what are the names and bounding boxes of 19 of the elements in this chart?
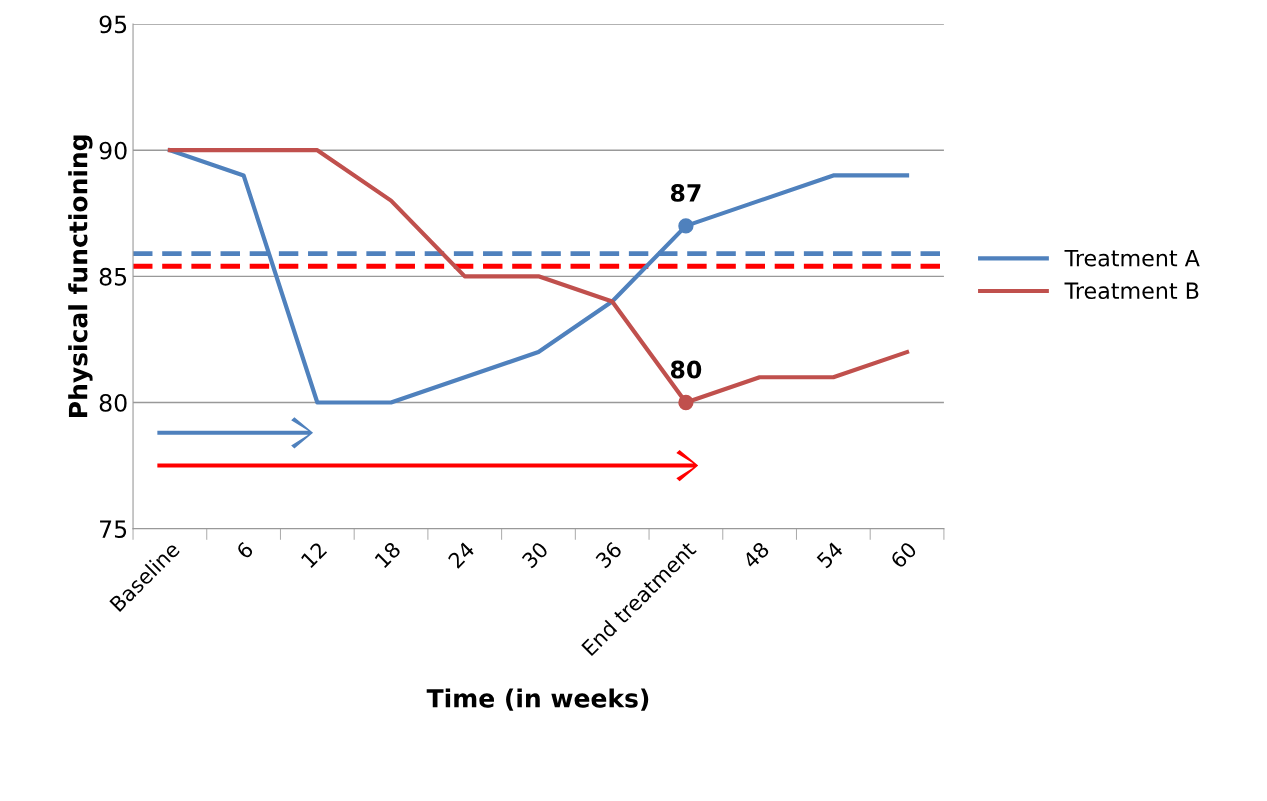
- x-tick-label: 48: [741, 541, 771, 570]
- x-tick-label: 24: [447, 540, 476, 569]
- annotation: 87: [670, 184, 701, 202]
- x-tick-label: 54: [816, 541, 844, 569]
- annotation: 80: [670, 360, 702, 379]
- x-tick-label: 12: [300, 541, 328, 569]
- x-tick-label: 60: [889, 541, 918, 569]
- x-axis-title: Time (in weeks): [426, 688, 649, 711]
- y-tick-label: 95: [99, 15, 127, 34]
- legend-label: Treatment A: [1064, 249, 1200, 267]
- legend-label: Treatment B: [1064, 282, 1199, 300]
- y-tick-label: 85: [99, 267, 127, 286]
- x-tick-label: 18: [374, 541, 402, 569]
- y-tick-label: 75: [100, 520, 127, 538]
- y-axis-title: Physical functioning: [68, 135, 93, 417]
- y-tick-label: 80: [99, 393, 127, 412]
- x-tick-label: 6: [235, 540, 255, 560]
- y-tick-label: 90: [99, 141, 127, 160]
- x-tick-label: 30: [521, 541, 549, 569]
